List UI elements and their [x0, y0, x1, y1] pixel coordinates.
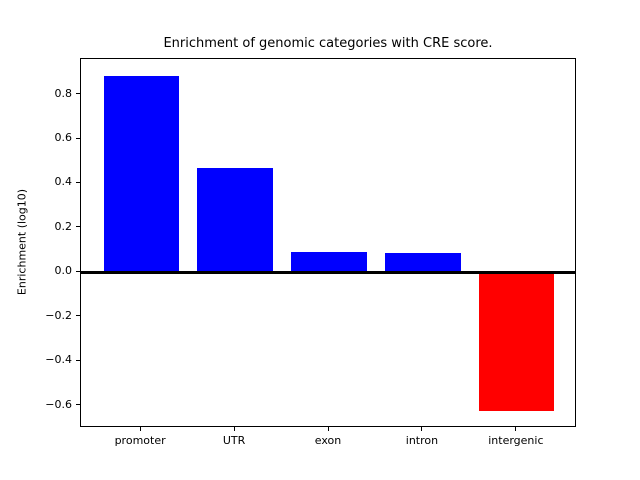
x-tick-mark — [233, 427, 235, 431]
bar-intergenic — [479, 272, 555, 412]
y-tick-label: 0.4 — [54, 175, 73, 189]
y-tick-mark — [76, 315, 80, 317]
x-tick-label-intergenic: intergenic — [488, 434, 544, 447]
bar-UTR — [197, 167, 273, 273]
bar-promoter — [103, 75, 179, 273]
y-tick-label: −0.2 — [45, 308, 72, 322]
y-tick-mark — [76, 270, 80, 272]
y-tick-mark — [76, 226, 80, 228]
y-tick-mark — [76, 359, 80, 361]
x-tick-mark — [139, 427, 141, 431]
y-tick-label: 0.0 — [54, 264, 73, 278]
y-axis-label: Enrichment (log10) — [15, 188, 29, 296]
y-tick-mark — [76, 181, 80, 183]
x-tick-mark — [421, 427, 423, 431]
x-tick-label-UTR: UTR — [222, 434, 246, 447]
x-tick-label-exon: exon — [314, 434, 342, 447]
chart-title: Enrichment of genomic categories with CR… — [163, 36, 493, 51]
bar-exon — [291, 252, 367, 273]
x-tick-mark — [515, 427, 517, 431]
y-tick-mark — [76, 404, 80, 406]
zero-line — [81, 270, 575, 274]
y-tick-mark — [76, 137, 80, 139]
y-tick-label: 0.2 — [54, 219, 73, 233]
x-tick-label-promoter: promoter — [114, 434, 166, 447]
y-tick-mark — [76, 93, 80, 95]
y-tick-label: −0.4 — [45, 353, 72, 367]
bar-intron — [385, 253, 461, 273]
x-tick-label-intron: intron — [405, 434, 439, 447]
plot-area — [80, 58, 576, 427]
y-tick-label: 0.8 — [54, 86, 73, 100]
y-tick-label: 0.6 — [54, 131, 73, 145]
x-tick-mark — [327, 427, 329, 431]
y-tick-label: −0.6 — [45, 397, 72, 411]
